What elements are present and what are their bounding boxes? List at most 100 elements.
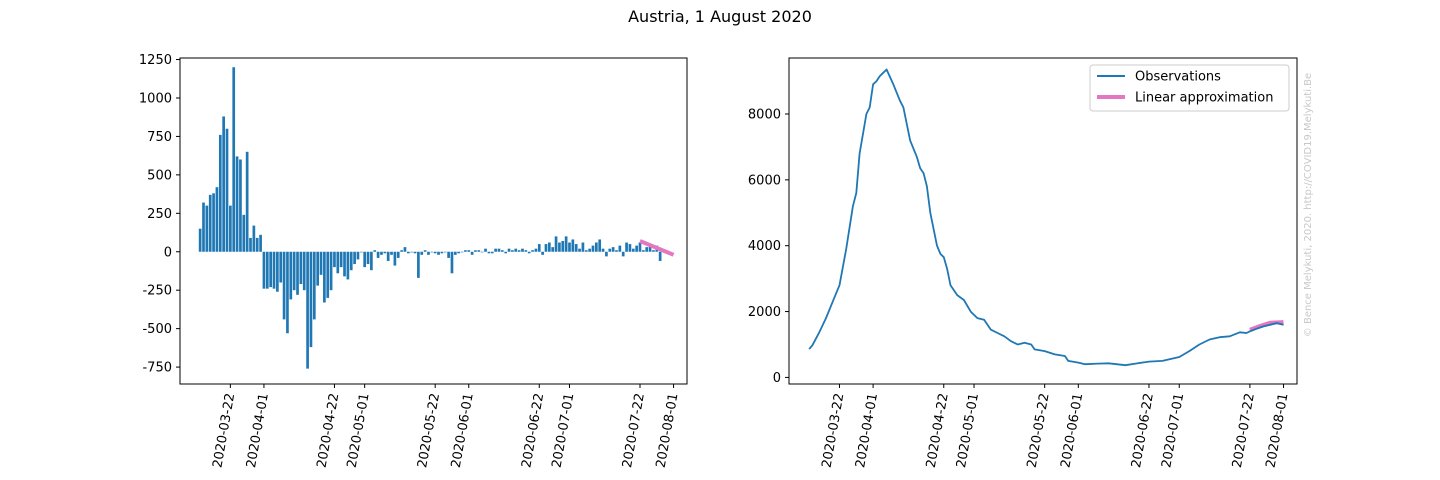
- bar-fit-line: [639, 239, 675, 257]
- bar: [588, 248, 591, 252]
- bar: [329, 251, 333, 291]
- x-tick-label: 2020-04-22: [314, 392, 342, 469]
- y-tick-label: 500: [147, 168, 172, 183]
- credit-watermark: © Bence Melykuti, 2020. http://COVID19.M…: [1303, 73, 1314, 337]
- bar: [433, 251, 437, 254]
- bar: [507, 248, 511, 252]
- bar: [198, 228, 202, 252]
- bar: [312, 251, 316, 320]
- y-tick-label: 1250: [139, 53, 172, 68]
- bar: [235, 156, 239, 252]
- bar: [400, 250, 403, 252]
- x-tick-label: 2020-05-22: [415, 392, 443, 469]
- bar: [232, 67, 236, 252]
- legend-approximation-label: Linear approximation: [1135, 91, 1273, 106]
- x-tick-label: 2020-04-01: [853, 392, 881, 469]
- bar: [544, 244, 548, 252]
- observations-line: [808, 68, 1284, 367]
- bar: [568, 242, 571, 252]
- bar: [242, 214, 246, 252]
- y-tick-label: 0: [164, 245, 172, 260]
- observations-line-tail: [1249, 322, 1284, 333]
- y-tick-label: 250: [147, 207, 172, 222]
- x-tick-label: 2020-05-22: [1025, 392, 1053, 469]
- legend-observations-label: Observations: [1135, 70, 1221, 85]
- bar: [558, 242, 561, 252]
- y-tick-label: 1000: [139, 91, 172, 106]
- x-tick-label: 2020-07-22: [1230, 392, 1258, 469]
- bar: [423, 250, 427, 252]
- line-marks: [808, 68, 1284, 367]
- bar: [531, 250, 534, 252]
- bar: [571, 239, 575, 252]
- bar: [413, 251, 417, 254]
- bar: [417, 251, 420, 278]
- bar: [376, 251, 380, 258]
- bar: [282, 251, 286, 320]
- bar-chart-panel: -750 -500 -250 0 250 500 750 1000 1250 2020-03-22…: [139, 53, 688, 469]
- bar: [487, 251, 491, 254]
- bar: [554, 236, 558, 252]
- bar: [470, 251, 474, 255]
- bar: [447, 251, 450, 258]
- bar: [343, 251, 346, 277]
- bar: [547, 242, 551, 252]
- bar: [625, 242, 628, 252]
- bar: [578, 248, 581, 252]
- bar: [457, 251, 461, 254]
- bar: [208, 194, 212, 252]
- bar: [229, 205, 232, 252]
- bar: [363, 251, 367, 268]
- line-axis-ticks: 0 2000 4000 6000 8000 2020-03-22 2020-04-01 202…: [748, 107, 1292, 469]
- bar: [319, 251, 323, 275]
- bar: [323, 251, 326, 303]
- bar: [631, 248, 635, 252]
- bar: [299, 251, 303, 285]
- bar: [239, 159, 242, 252]
- bar: [601, 248, 605, 252]
- bar: [410, 251, 414, 253]
- bar: [259, 234, 262, 252]
- bar: [333, 251, 336, 268]
- bar: [309, 251, 313, 348]
- legend: Observations Linear approximation: [1089, 64, 1290, 112]
- y-tick-label: 750: [147, 130, 172, 145]
- bar: [249, 237, 252, 252]
- bar: [336, 251, 340, 274]
- x-tick-label: 2020-07-01: [550, 392, 578, 469]
- bar: [289, 251, 293, 300]
- bar: [638, 242, 642, 252]
- x-tick-label: 2020-06-01: [449, 392, 477, 469]
- bar: [437, 251, 440, 255]
- bar: [403, 247, 407, 252]
- bar: [440, 251, 444, 254]
- bar: [581, 242, 585, 252]
- bar: [218, 134, 222, 252]
- bar: [514, 248, 518, 252]
- bar: [574, 244, 578, 252]
- bar: [537, 244, 541, 252]
- x-tick-label: 2020-07-01: [1159, 392, 1187, 469]
- bar: [212, 193, 215, 252]
- bar: [393, 251, 397, 266]
- bar: [252, 225, 256, 252]
- bar: [615, 250, 618, 252]
- bar-axes-frame: [179, 57, 688, 385]
- bar: [386, 251, 390, 261]
- x-tick-label: 2020-06-01: [1058, 392, 1086, 469]
- line-axes-frame: [788, 57, 1298, 385]
- bar: [430, 251, 434, 253]
- y-tick-label: 2000: [748, 305, 781, 320]
- bar: [359, 251, 363, 253]
- bar: [645, 247, 649, 252]
- bar: [591, 245, 595, 252]
- legend-box: [1089, 64, 1290, 112]
- bar: [490, 251, 494, 254]
- bar: [527, 251, 531, 254]
- bar-marks: [198, 67, 675, 369]
- bar: [561, 240, 565, 252]
- x-tick-label: 2020-06-22: [1129, 392, 1157, 469]
- y-tick-label: 8000: [748, 107, 781, 122]
- bar: [474, 250, 477, 252]
- bar: [353, 251, 356, 265]
